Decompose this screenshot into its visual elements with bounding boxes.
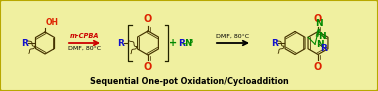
Text: DMF, 80°C: DMF, 80°C — [217, 34, 249, 39]
Text: R: R — [22, 38, 28, 48]
Text: N: N — [315, 19, 323, 28]
Text: OH: OH — [46, 18, 59, 27]
Text: R: R — [320, 44, 327, 53]
Text: N: N — [318, 32, 326, 41]
Text: Sequential One-pot Oxidation/Cycloaddition: Sequential One-pot Oxidation/Cycloadditi… — [90, 77, 288, 86]
Text: m-CPBA: m-CPBA — [70, 33, 99, 39]
Text: –N: –N — [182, 38, 193, 48]
Text: O: O — [144, 62, 152, 72]
Text: N: N — [316, 40, 324, 49]
Text: +: + — [169, 38, 177, 48]
Text: 3: 3 — [189, 39, 194, 44]
Text: DMF, 80°C: DMF, 80°C — [68, 46, 101, 51]
Text: O: O — [314, 62, 322, 72]
Text: R: R — [118, 38, 124, 48]
Text: R: R — [178, 38, 185, 48]
Text: R: R — [271, 38, 278, 48]
Text: O: O — [314, 14, 322, 24]
Text: O: O — [144, 14, 152, 24]
